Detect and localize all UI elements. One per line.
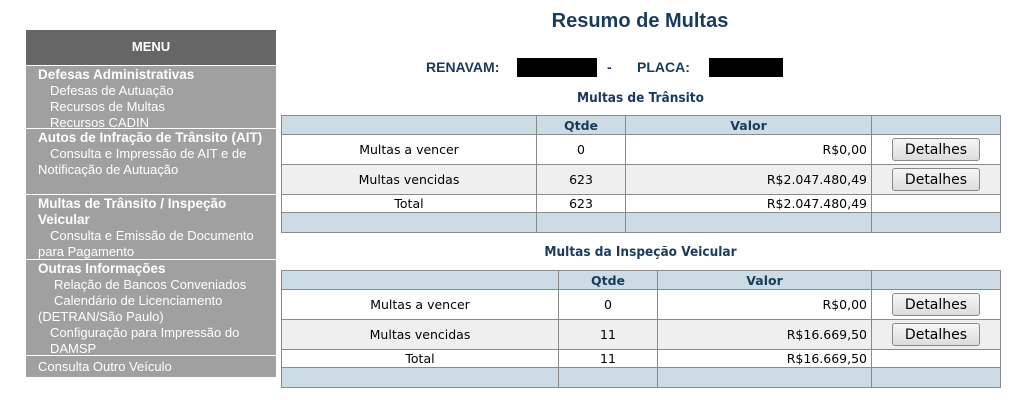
total-row: Total 11 R$16.669,50	[281, 349, 1001, 368]
table-footer	[281, 367, 1001, 388]
col-header	[871, 270, 1001, 290]
placa-label: PLACA:	[637, 59, 690, 75]
detalhes-button[interactable]: Detalhes	[892, 138, 980, 161]
menu-item-defesas-autuacao[interactable]: Defesas de Autuação	[50, 83, 174, 98]
placa-redacted	[709, 58, 783, 77]
sidebar-menu: MENU Defesas Administrativas Defesas de …	[26, 30, 276, 377]
row-valor: R$0,00	[657, 289, 872, 320]
separator: -	[607, 59, 612, 75]
row-label: Multas a vencer	[281, 289, 559, 320]
row-label: Multas vencidas	[281, 319, 559, 350]
menu-section-outras: Outras Informações Relação de Bancos Con…	[26, 259, 276, 356]
menu-section-title: Outras Informações	[38, 261, 166, 276]
col-header	[281, 115, 537, 135]
col-header-valor: Valor	[625, 115, 872, 135]
menu-item-calendario[interactable]: Calendário de Licenciamento (DETRAN/São …	[38, 293, 223, 324]
menu-section-title: Defesas Administrativas	[38, 67, 195, 82]
col-header-valor: Valor	[657, 270, 872, 290]
col-header-qtde: Qtde	[558, 270, 658, 290]
table-row: Multas vencidas 11 R$16.669,50 Detalhes	[281, 319, 1001, 350]
menu-section-ait: Autos de Infração de Trânsito (AIT) Cons…	[26, 128, 276, 194]
menu-item-recursos-multas[interactable]: Recursos de Multas	[50, 99, 165, 114]
table-footer	[281, 212, 1001, 233]
col-header	[281, 270, 559, 290]
menu-section-title: Multas de Trânsito / Inspeção Veicular	[38, 196, 227, 227]
detalhes-button[interactable]: Detalhes	[892, 323, 980, 346]
total-label: Total	[281, 194, 537, 213]
menu-item-emissao-documento[interactable]: Consulta e Emissão de Documento para Pag…	[38, 228, 254, 259]
row-qtde: 623	[536, 164, 626, 195]
row-label: Multas vencidas	[281, 164, 537, 195]
table-row: Multas a vencer 0 R$0,00 Detalhes	[281, 289, 1001, 320]
menu-section-multas: Multas de Trânsito / Inspeção Veicular C…	[26, 194, 276, 259]
page-title: Resumo de Multas	[551, 10, 729, 32]
col-header-qtde: Qtde	[536, 115, 626, 135]
menu-section-defesas: Defesas Administrativas Defesas de Autua…	[26, 65, 276, 130]
col-header	[871, 115, 1001, 135]
menu-item-label[interactable]: Consulta Outro Veículo	[38, 359, 172, 374]
renavam-label: RENAVAM:	[426, 59, 500, 75]
menu-item-consulta-ait[interactable]: Consulta e Impressão de AIT e de Notific…	[38, 146, 247, 177]
renavam-redacted	[517, 58, 597, 77]
detalhes-button[interactable]: Detalhes	[892, 293, 980, 316]
menu-item-recursos-cadin[interactable]: Recursos CADIN	[50, 115, 149, 130]
inspecao-title: Multas da Inspeção Veicular	[544, 244, 737, 260]
row-label: Multas a vencer	[281, 134, 537, 165]
inspecao-table: Qtde Valor Multas a vencer 0 R$0,00 Detalhes…	[281, 270, 1001, 388]
row-qtde: 0	[558, 289, 658, 320]
total-valor: R$16.669,50	[657, 349, 872, 368]
row-qtde: 11	[558, 319, 658, 350]
row-qtde: 0	[536, 134, 626, 165]
table-row: Multas a vencer 0 R$0,00 Detalhes	[281, 134, 1001, 165]
row-valor: R$0,00	[625, 134, 872, 165]
total-valor: R$2.047.480,49	[625, 194, 872, 213]
total-row: Total 623 R$2.047.480,49	[281, 194, 1001, 213]
detalhes-button[interactable]: Detalhes	[892, 168, 980, 191]
row-valor: R$2.047.480,49	[625, 164, 872, 195]
total-label: Total	[281, 349, 559, 368]
total-qtde: 623	[536, 194, 626, 213]
menu-item-configuracao-damsp[interactable]: Configuração para Impressão do DAMSP	[50, 325, 240, 356]
total-qtde: 11	[558, 349, 658, 368]
menu-section-title: Autos de Infração de Trânsito (AIT)	[38, 130, 263, 145]
menu-item-bancos[interactable]: Relação de Bancos Conveniados	[54, 277, 247, 292]
row-valor: R$16.669,50	[657, 319, 872, 350]
menu-header: MENU	[26, 30, 276, 65]
table-row: Multas vencidas 623 R$2.047.480,49 Detalhes	[281, 164, 1001, 195]
menu-item-outro-veiculo[interactable]: Consulta Outro Veículo	[26, 355, 276, 377]
transito-title: Multas de Trânsito	[577, 90, 704, 106]
transito-table: Qtde Valor Multas a vencer 0 R$0,00 Detalhes…	[281, 115, 1001, 233]
